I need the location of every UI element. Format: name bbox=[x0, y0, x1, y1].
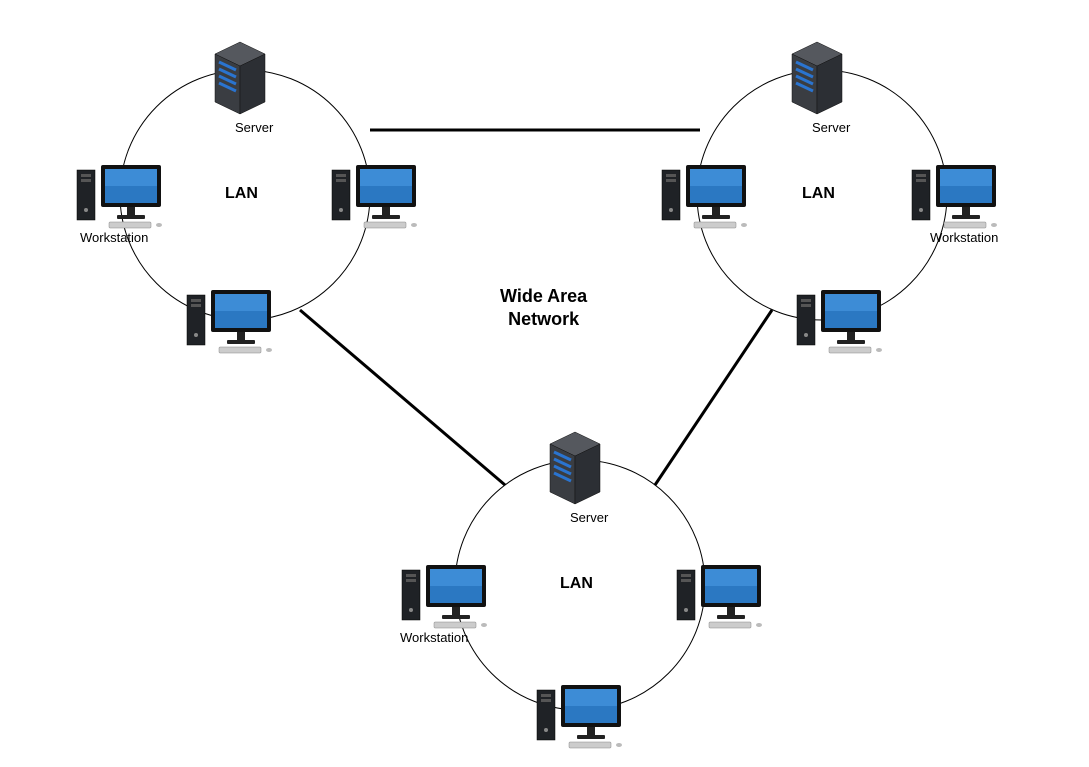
workstation-node bbox=[330, 160, 430, 235]
workstation-node bbox=[535, 680, 635, 755]
workstation-node bbox=[675, 560, 775, 635]
circles-group bbox=[120, 70, 947, 710]
workstation-node bbox=[400, 560, 500, 635]
server-label: Server bbox=[812, 120, 850, 135]
workstation-icon bbox=[330, 160, 430, 230]
lan-label: LAN bbox=[225, 185, 258, 203]
lan-label: LAN bbox=[560, 575, 593, 593]
workstation-node bbox=[185, 285, 285, 360]
workstation-node bbox=[795, 285, 895, 360]
server-icon bbox=[782, 40, 852, 120]
server-icon bbox=[205, 40, 275, 120]
lan-label: LAN bbox=[802, 185, 835, 203]
diagram-title: Wide Area Network bbox=[500, 285, 587, 332]
server-label: Server bbox=[235, 120, 273, 135]
workstation-icon bbox=[795, 285, 895, 355]
diagram-title-line1: Wide Area bbox=[500, 286, 587, 306]
workstation-node bbox=[910, 160, 1010, 235]
workstation-node bbox=[75, 160, 175, 235]
workstation-icon bbox=[75, 160, 175, 230]
workstation-label: Workstation bbox=[400, 630, 468, 645]
wan-edge bbox=[655, 310, 772, 485]
server-node bbox=[205, 40, 275, 125]
server-label: Server bbox=[570, 510, 608, 525]
workstation-icon bbox=[535, 680, 635, 750]
server-node bbox=[540, 430, 610, 515]
server-node bbox=[782, 40, 852, 125]
server-icon bbox=[540, 430, 610, 510]
wan-edge bbox=[300, 310, 505, 485]
workstation-label: Workstation bbox=[930, 230, 998, 245]
workstation-node bbox=[660, 160, 760, 235]
workstation-label: Workstation bbox=[80, 230, 148, 245]
workstation-icon bbox=[400, 560, 500, 630]
diagram-canvas bbox=[0, 0, 1089, 767]
workstation-icon bbox=[675, 560, 775, 630]
workstation-icon bbox=[910, 160, 1010, 230]
diagram-title-line2: Network bbox=[508, 309, 579, 329]
workstation-icon bbox=[660, 160, 760, 230]
workstation-icon bbox=[185, 285, 285, 355]
